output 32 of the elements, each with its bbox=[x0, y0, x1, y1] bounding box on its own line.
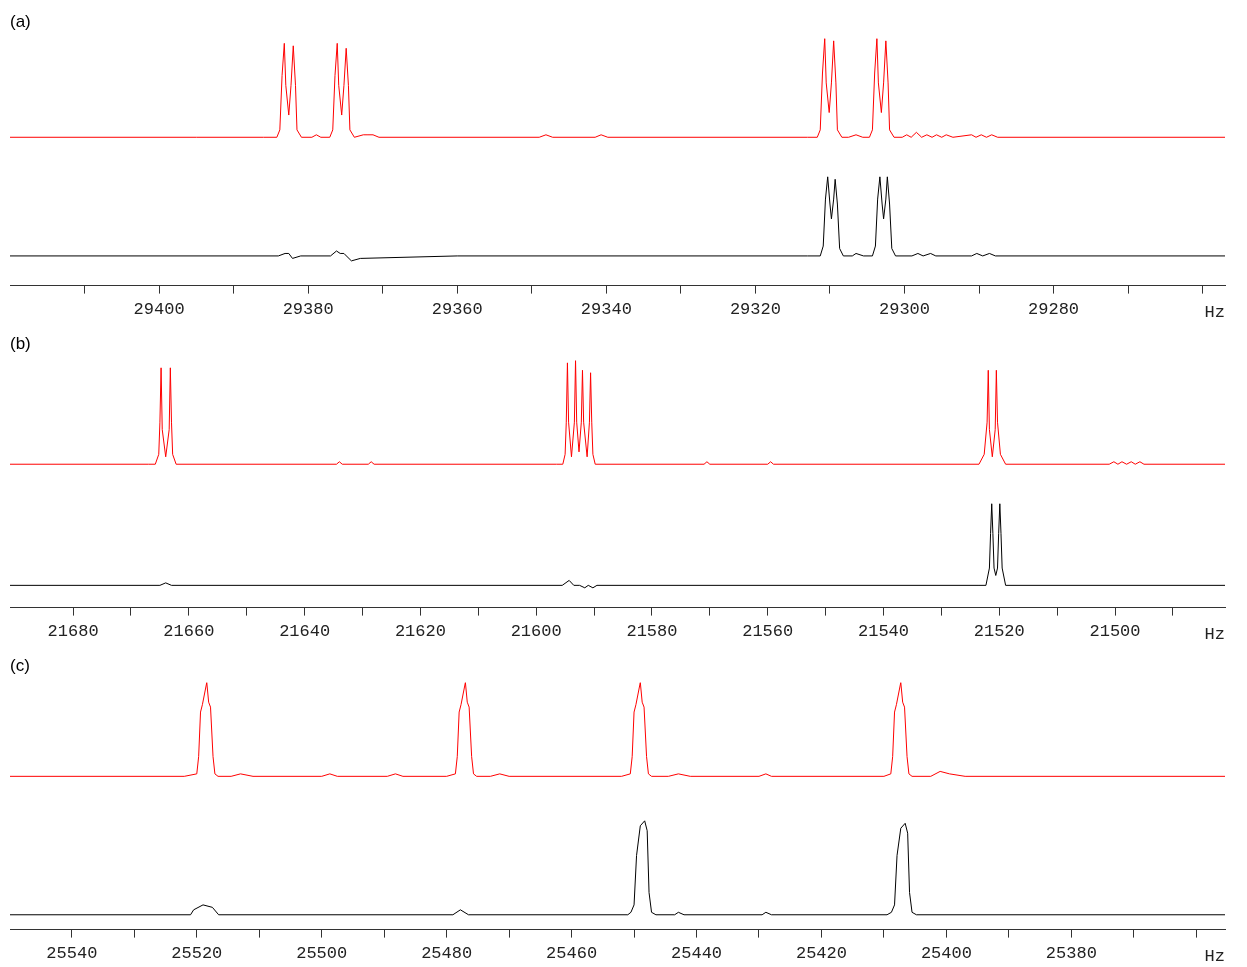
chart-title: (b) bbox=[10, 333, 31, 353]
x-tick-label: 25420 bbox=[795, 944, 847, 964]
x-tick-label: 25440 bbox=[671, 944, 723, 964]
x-tick-label: 21660 bbox=[163, 622, 215, 642]
x-tick-label: 29320 bbox=[729, 300, 781, 320]
x-tick-label: 25400 bbox=[920, 944, 972, 964]
x-tick-label: 21560 bbox=[742, 622, 794, 642]
x-tick-label: 25380 bbox=[1045, 944, 1097, 964]
x-tick-label: 21620 bbox=[394, 622, 446, 642]
x-tick-label: 25540 bbox=[46, 944, 98, 964]
x-tick-label: 21680 bbox=[47, 622, 99, 642]
x-tick-label: 29360 bbox=[431, 300, 483, 320]
chart-title: (a) bbox=[10, 11, 31, 31]
x-tick-label: 21600 bbox=[510, 622, 562, 642]
x-tick-label: 25500 bbox=[296, 944, 348, 964]
x-tick-label: 25460 bbox=[546, 944, 598, 964]
x-tick-label: 21580 bbox=[626, 622, 678, 642]
x-tick-label: 29400 bbox=[133, 300, 185, 320]
x-tick-label: 29380 bbox=[282, 300, 334, 320]
x-axis-title: Hz bbox=[1204, 302, 1225, 322]
x-tick-label: 25520 bbox=[171, 944, 223, 964]
x-axis-title: Hz bbox=[1204, 946, 1225, 966]
x-tick-label: 29280 bbox=[1028, 300, 1080, 320]
x-tick-label: 21500 bbox=[1089, 622, 1141, 642]
x-tick-label: 29300 bbox=[878, 300, 930, 320]
x-tick-label: 21540 bbox=[857, 622, 909, 642]
x-tick-label: 29340 bbox=[580, 300, 632, 320]
x-tick-label: 21640 bbox=[279, 622, 331, 642]
x-axis-title: Hz bbox=[1204, 624, 1225, 644]
x-tick-label: 21520 bbox=[973, 622, 1025, 642]
chart-title: (c) bbox=[10, 655, 30, 675]
x-tick-label: 25480 bbox=[421, 944, 473, 964]
